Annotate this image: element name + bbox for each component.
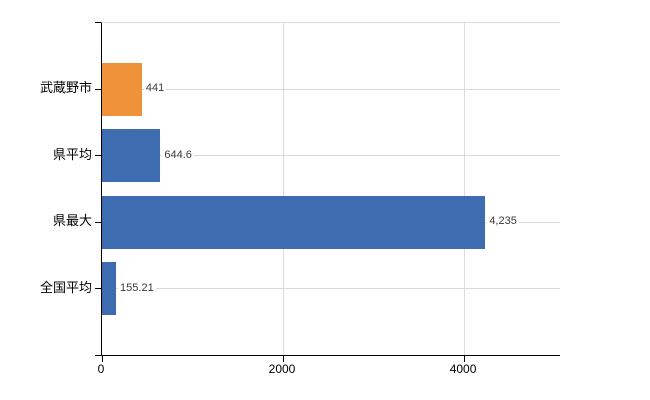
vertical-gridline-4000 [463,23,465,355]
x-axis-tick-2000 [282,356,284,362]
value-label: 4,235 [487,214,519,230]
category-label-武蔵野市: 武蔵野市 [39,80,92,96]
x-axis-left-extension [95,355,101,356]
bar-県最大 [102,195,486,249]
x-tick-label-2000: 2000 [268,362,296,376]
x-tick-label-0: 0 [97,362,105,376]
vertical-gridline-2000 [282,23,284,355]
x-axis-tick-4000 [463,356,465,362]
category-tick [95,288,101,290]
category-tick [95,221,101,223]
category-leader-line [102,88,560,90]
x-tick-label-4000: 4000 [449,362,477,376]
category-label-県平均: 県平均 [52,146,92,162]
plot-area: 441 644.6 4,235 155.21 [95,22,560,362]
category-label-全国平均: 全国平均 [39,279,92,295]
y-axis-top-tick [95,22,101,23]
value-label: 644.6 [162,147,194,163]
value-label: 441 [143,81,167,97]
x-axis-tick-0 [101,356,103,362]
category-tick [95,88,101,90]
value-label: 155.21 [118,280,156,296]
category-leader-line [102,288,560,290]
category-tick [95,155,101,157]
category-leader-line [102,155,560,157]
bar-県平均 [102,129,161,183]
bar-武蔵野市 [102,62,142,116]
category-label-県最大: 県最大 [52,213,92,229]
bar-全国平均 [102,262,117,316]
